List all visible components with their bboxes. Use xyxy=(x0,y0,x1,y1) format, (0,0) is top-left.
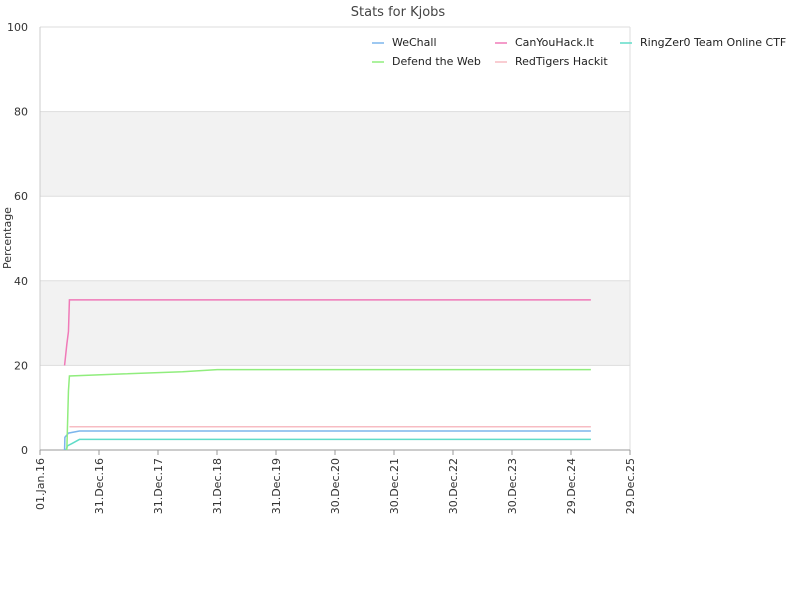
legend-item-label: Defend the Web xyxy=(392,55,481,68)
x-tick-label: 31.Dec.18 xyxy=(211,458,224,514)
plot-band xyxy=(40,111,630,197)
plot-bands xyxy=(40,111,630,366)
x-tick-label: 30.Dec.22 xyxy=(447,458,460,514)
legend: WeChall CanYouHack.It RingZer0 Team Online… xyxy=(372,36,786,68)
grid-lines xyxy=(40,26,631,451)
series-line xyxy=(65,438,591,451)
x-tick-label: 31.Dec.19 xyxy=(270,458,283,514)
chart-title: Stats for Kjobs xyxy=(351,5,446,20)
y-tick-label: 0 xyxy=(21,444,28,457)
series-line xyxy=(63,430,591,451)
y-tick-label: 40 xyxy=(14,275,28,288)
series-lines xyxy=(63,299,591,451)
x-tick-label: 30.Dec.23 xyxy=(506,458,519,514)
x-tick-label: 29.Dec.25 xyxy=(624,458,637,514)
y-tick-label: 100 xyxy=(7,21,28,34)
legend-item-label: RedTigers Hackit xyxy=(515,55,608,68)
series-line xyxy=(63,299,591,366)
axes: 0 20 40 60 80 100 01.Jan.16 31.Dec.16 31.Dec.17 3… xyxy=(7,21,637,514)
y-tick-label: 80 xyxy=(14,106,28,119)
series-line xyxy=(66,368,591,451)
x-tick-label: 31.Dec.17 xyxy=(152,458,165,514)
y-axis-title: Percentage xyxy=(1,207,14,269)
legend-item-label: RingZer0 Team Online CTF xyxy=(640,36,786,49)
x-tick-label: 01.Jan.16 xyxy=(34,458,47,510)
x-tick-label: 31.Dec.16 xyxy=(93,458,106,514)
plot-band xyxy=(40,280,630,366)
y-tick-label: 20 xyxy=(14,359,28,372)
x-tick-label: 29.Dec.24 xyxy=(565,458,578,514)
x-tick-label: 30.Dec.20 xyxy=(329,458,342,514)
x-tick-label: 30.Dec.21 xyxy=(388,458,401,514)
legend-item-label: WeChall xyxy=(392,36,437,49)
y-tick-label: 60 xyxy=(14,190,28,203)
legend-item-label: CanYouHack.It xyxy=(515,36,595,49)
